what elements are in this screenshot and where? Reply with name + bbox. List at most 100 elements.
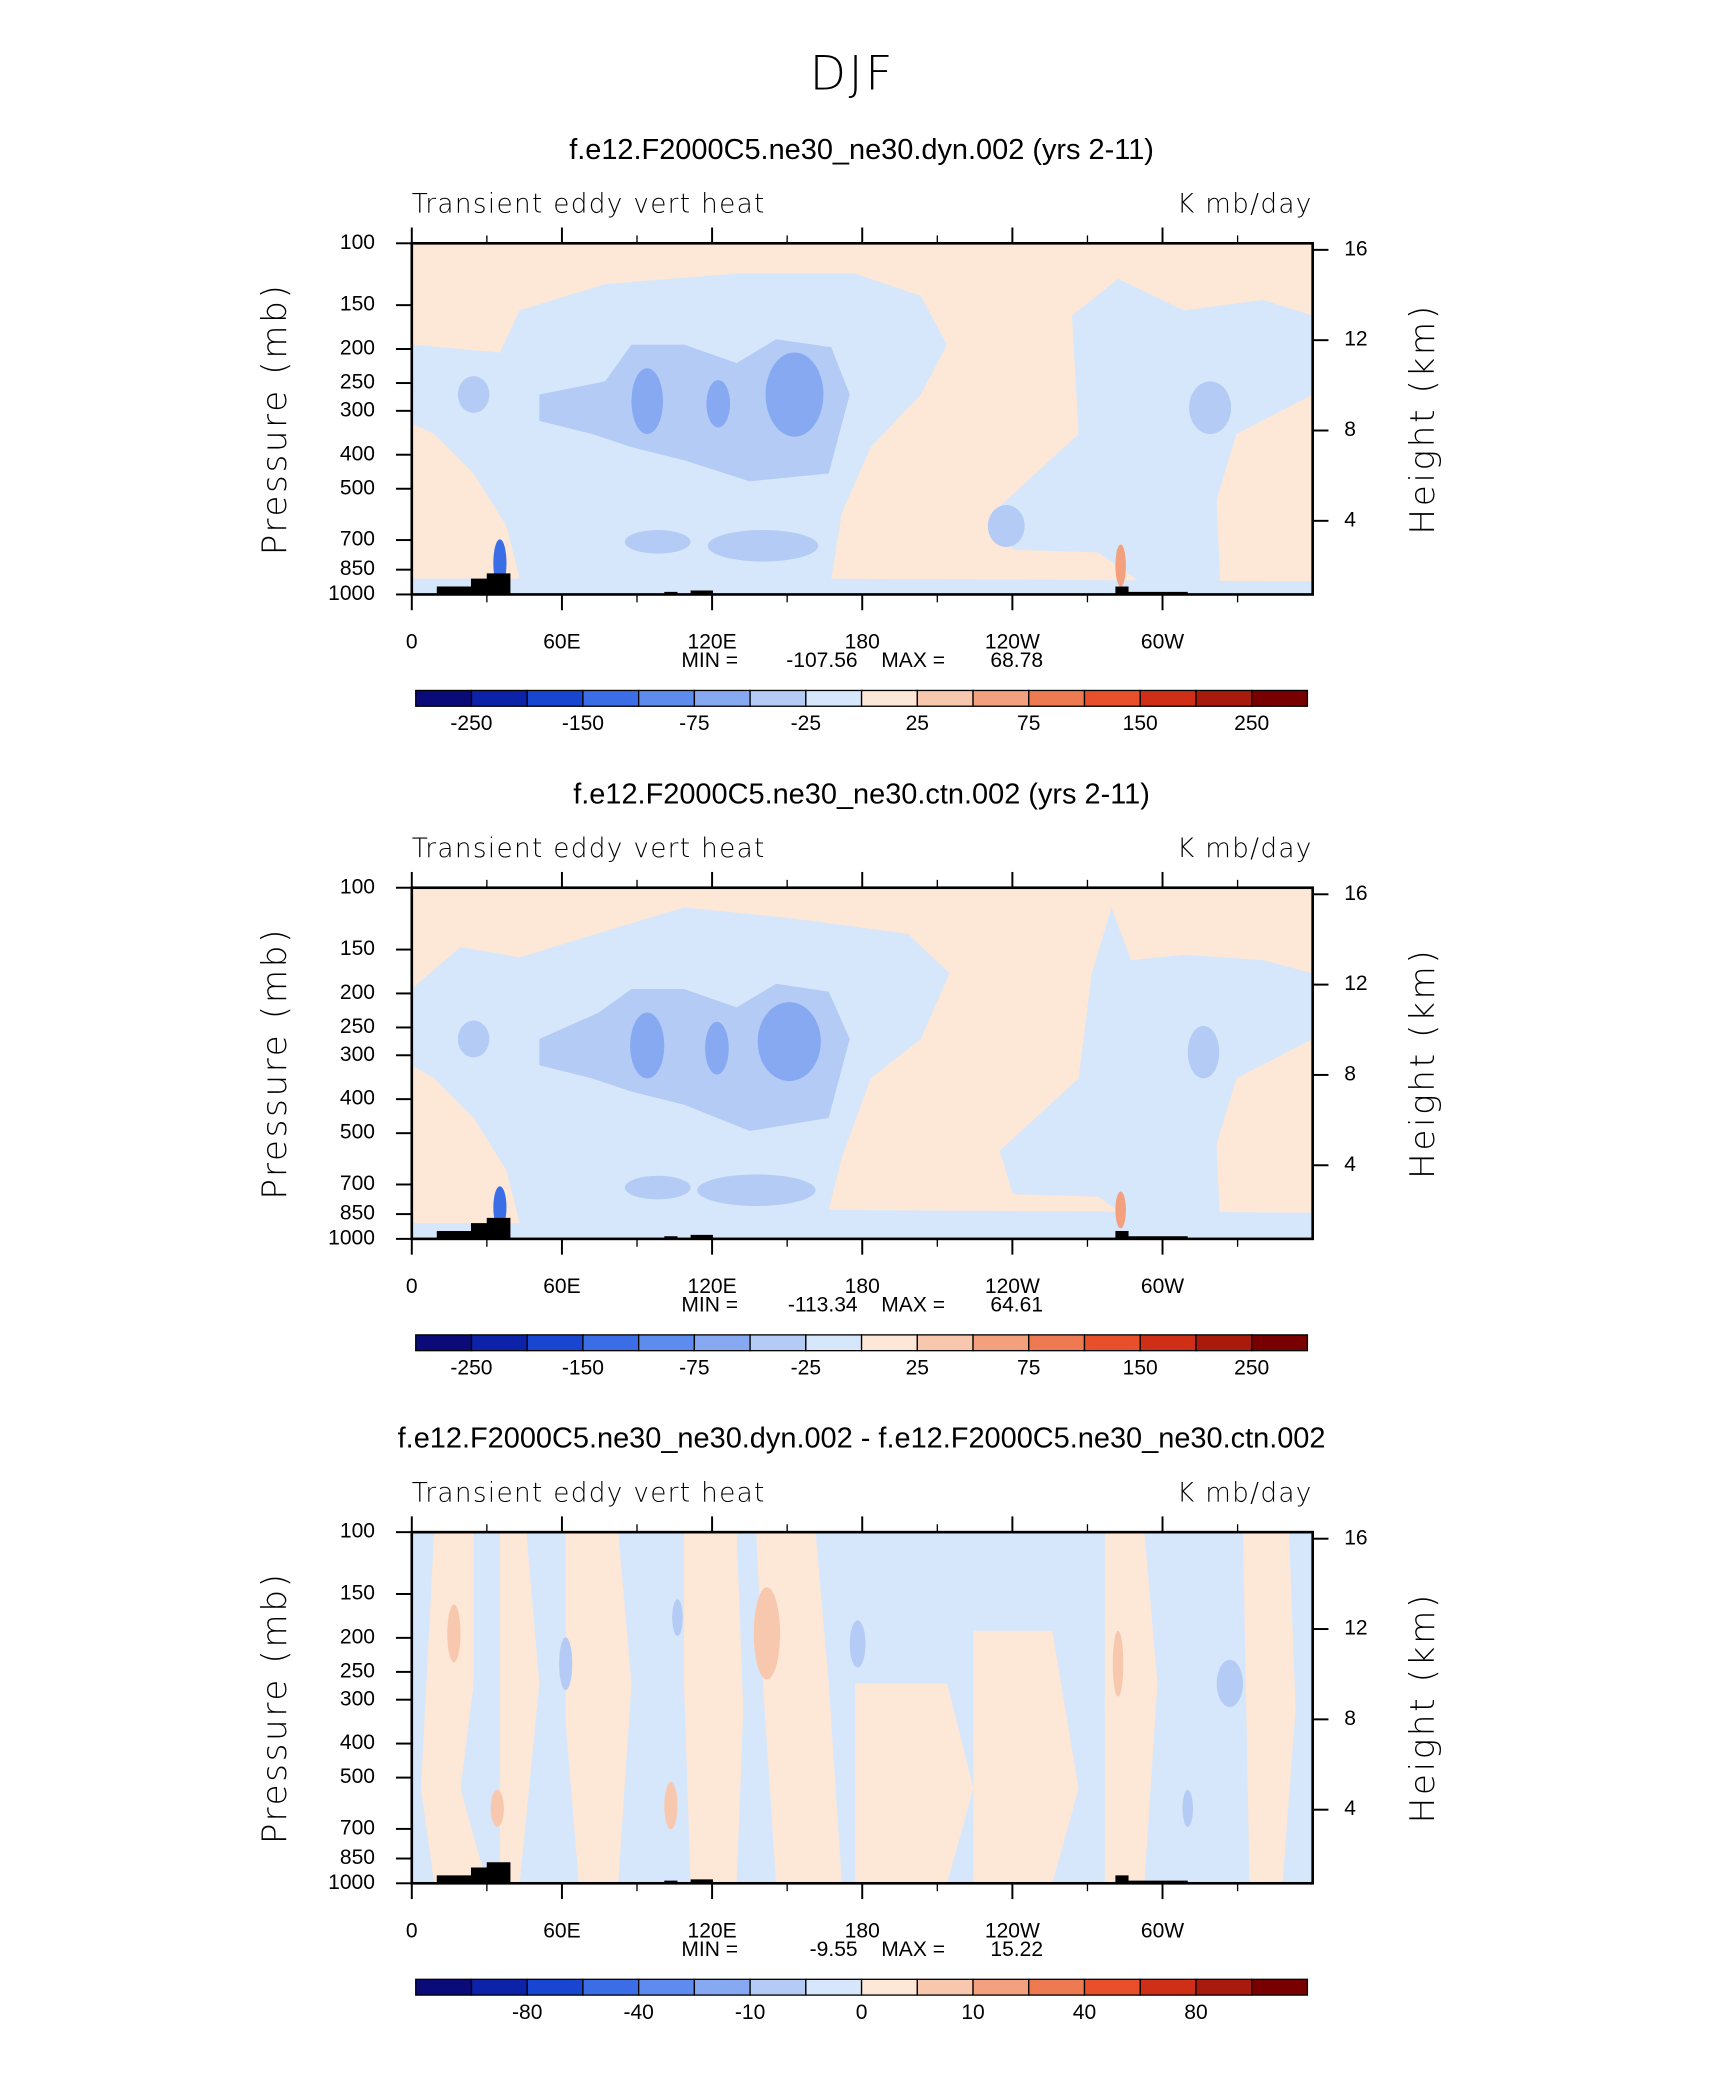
- x-tick-label: 0: [406, 1920, 418, 1943]
- y-tick-label: 300: [340, 1043, 375, 1066]
- x-tick-label: 60E: [543, 1920, 580, 1943]
- colorbar-box: [1195, 689, 1253, 707]
- y-tick-label: 200: [340, 1625, 375, 1648]
- panel: f.e12.F2000C5.ne30_ne30.dyn.002 - f.e12.…: [255, 1423, 1443, 2024]
- max-label: MAX =: [881, 1294, 945, 1317]
- y2-axis-label: Height (km): [1403, 303, 1443, 534]
- contour-field: [411, 887, 1313, 1239]
- colorbar-label: 250: [1234, 712, 1269, 735]
- y-tick-label: 400: [340, 1087, 375, 1110]
- y2-tick-label: 16: [1344, 1526, 1367, 1549]
- y-tick-label: 850: [340, 557, 375, 580]
- colorbar-box: [637, 689, 696, 707]
- y-tick-label: 100: [340, 875, 375, 898]
- colorbar-label: 150: [1123, 712, 1158, 735]
- colorbar-box: [470, 1334, 528, 1352]
- y-tick-label: 200: [340, 981, 375, 1004]
- colorbar-label: 75: [1017, 1357, 1040, 1380]
- contour-field: [411, 243, 1313, 595]
- colorbar-box: [1028, 1334, 1086, 1352]
- y2-axis-label: Height (km): [1403, 1592, 1443, 1823]
- right-string: K mb/day: [1177, 834, 1313, 864]
- colorbar-label: 25: [906, 1357, 929, 1380]
- min-value: -9.55: [810, 1938, 858, 1961]
- x-tick-label: 180: [845, 1275, 880, 1298]
- colorbar-box: [860, 1334, 918, 1352]
- colorbar-box: [582, 1978, 640, 1996]
- colorbar-box: [749, 689, 807, 707]
- max-label: MAX =: [881, 649, 945, 672]
- y-tick-label: 150: [340, 1582, 375, 1605]
- min-value: -113.34: [788, 1294, 858, 1317]
- contour-field: [411, 1532, 1313, 1884]
- colorbar-label: 10: [961, 2001, 984, 2024]
- colorbar-box: [916, 1978, 974, 1996]
- colorbar-label: -80: [512, 2001, 542, 2024]
- x-tick-label: 0: [406, 1275, 418, 1298]
- y-tick-label: 1000: [328, 582, 375, 605]
- y-tick-label: 500: [340, 476, 375, 499]
- y-tick-label: 300: [340, 398, 375, 421]
- colorbar-box: [415, 689, 473, 707]
- colorbar-box: [582, 1334, 640, 1352]
- colorbar-box: [1028, 1978, 1086, 1996]
- colorbar-label: 40: [1073, 2001, 1096, 2024]
- y-tick-label: 700: [340, 1816, 375, 1839]
- colorbar-box: [526, 1978, 584, 1996]
- colorbar-box: [1139, 1978, 1197, 1996]
- colorbar-box: [1083, 1978, 1141, 1996]
- x-tick-label: 60W: [1141, 1920, 1184, 1943]
- y-tick-label: 250: [340, 371, 375, 394]
- y2-tick-label: 8: [1344, 1707, 1356, 1730]
- colorbar-box: [916, 1334, 974, 1352]
- y-tick-label: 500: [340, 1121, 375, 1144]
- colorbar-box: [693, 689, 751, 707]
- colorbar-box: [916, 689, 974, 707]
- colorbar-box: [415, 1978, 473, 1996]
- y-axis-label: Pressure (mb): [255, 1571, 295, 1844]
- y-tick-label: 250: [340, 1015, 375, 1038]
- colorbar-label: 75: [1017, 712, 1040, 735]
- y-tick-label: 500: [340, 1765, 375, 1788]
- colorbar-label: -250: [450, 712, 492, 735]
- colorbar-box: [637, 1978, 696, 1996]
- y-tick-label: 400: [340, 442, 375, 465]
- colorbar-label: 250: [1234, 1357, 1269, 1380]
- colorbar-box: [972, 1334, 1030, 1352]
- y-tick-label: 200: [340, 337, 375, 360]
- colorbar-label: -75: [679, 1357, 709, 1380]
- figure-title: DJF: [810, 46, 896, 101]
- y2-tick-label: 12: [1344, 328, 1367, 351]
- colorbar-box: [805, 689, 863, 707]
- y2-tick-label: 8: [1344, 1062, 1356, 1085]
- y-tick-label: 100: [340, 231, 375, 254]
- y2-tick-label: 8: [1344, 418, 1356, 441]
- y-tick-label: 150: [340, 293, 375, 316]
- colorbar-box: [749, 1334, 807, 1352]
- y2-tick-label: 16: [1344, 882, 1367, 905]
- colorbar-box: [972, 1978, 1030, 1996]
- colorbar-label: -150: [562, 712, 604, 735]
- colorbar-box: [972, 689, 1030, 707]
- colorbar-box: [1083, 689, 1141, 707]
- colorbar-box: [1028, 689, 1086, 707]
- x-tick-label: 180: [845, 631, 880, 654]
- y-tick-label: 300: [340, 1687, 375, 1710]
- colorbar-label: 150: [1123, 1357, 1158, 1380]
- y-tick-label: 1000: [328, 1871, 375, 1894]
- colorbar-box: [637, 1334, 696, 1352]
- colorbar-box: [860, 689, 918, 707]
- x-tick-label: 60W: [1141, 1275, 1184, 1298]
- left-string: Transient eddy vert heat: [412, 834, 766, 864]
- y-tick-label: 850: [340, 1202, 375, 1225]
- colorbar-label: 25: [906, 712, 929, 735]
- colorbar-box: [526, 1334, 584, 1352]
- x-tick-label: 120E: [688, 1920, 737, 1943]
- colorbar-box: [1195, 1978, 1253, 1996]
- colorbar-box: [1139, 689, 1197, 707]
- y-tick-label: 700: [340, 1172, 375, 1195]
- x-tick-label: 180: [845, 1920, 880, 1943]
- colorbar-box: [526, 689, 584, 707]
- x-tick-label: 60E: [543, 1275, 580, 1298]
